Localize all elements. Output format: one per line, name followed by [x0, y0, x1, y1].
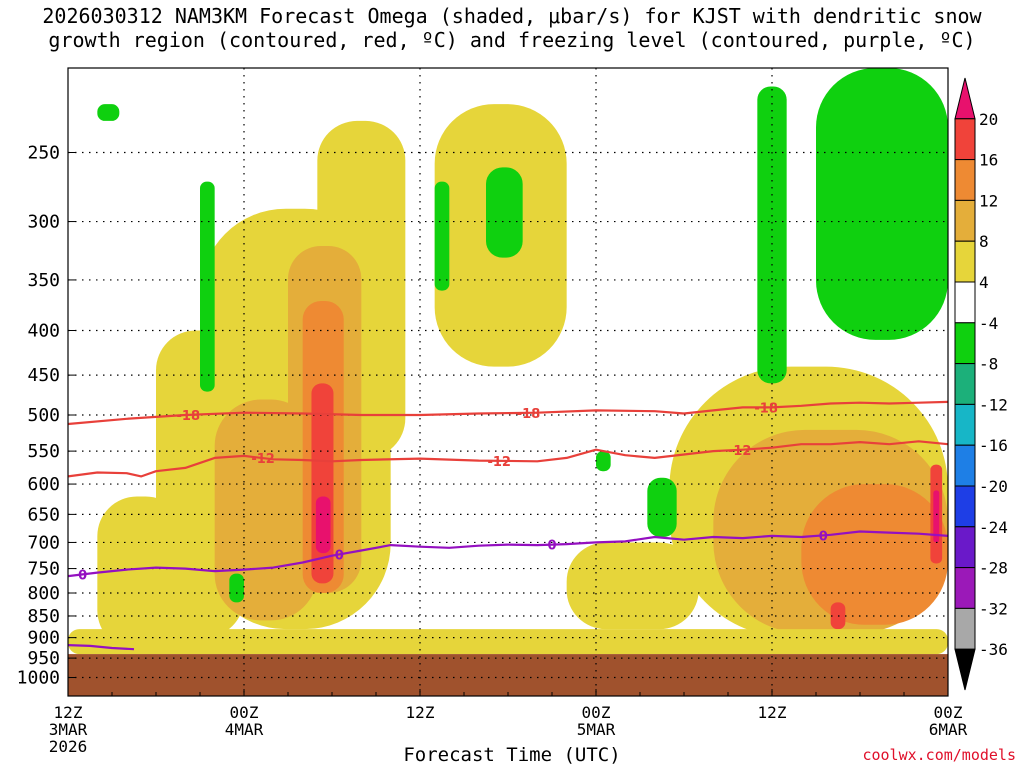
colorbar-label: -16	[979, 436, 1008, 455]
colorbar-segment	[954, 240, 976, 283]
chart-title-line-1: 2026030312 NAM3KM Forecast Omega (shaded…	[42, 4, 982, 28]
x-tick-label: 2026	[49, 737, 88, 756]
x-tick-label: 12Z	[54, 703, 83, 722]
omega-region-sinking	[596, 451, 611, 472]
colorbar-label: -20	[979, 477, 1008, 496]
x-tick-label: 12Z	[758, 703, 787, 722]
x-tick-label: 3MAR	[49, 720, 88, 739]
contour-label: -18	[517, 407, 541, 422]
y-tick-label: 250	[27, 143, 60, 164]
y-tick-label: 600	[27, 474, 60, 495]
colorbar-arrow-top	[954, 77, 976, 120]
contour-label: -18	[177, 409, 201, 424]
colorbar-segment	[954, 363, 976, 405]
colorbar-label: 4	[979, 273, 989, 292]
colorbar-segment	[954, 118, 976, 161]
y-tick-label: 1000	[17, 668, 60, 689]
chart-title: 2026030312 NAM3KM Forecast Omega (shaded…	[0, 4, 1024, 52]
y-tick-label: 450	[27, 365, 60, 386]
colorbar-arrow-bottom	[954, 648, 976, 691]
contour-label: 0	[78, 568, 87, 583]
y-axis-pressure: 2503003504004505005506006507007508008509…	[17, 143, 75, 689]
x-tick-label: 12Z	[406, 703, 435, 722]
contour-line	[68, 440, 948, 478]
y-tick-label: 300	[27, 212, 60, 233]
colorbar-segment	[954, 159, 976, 201]
colorbar-segment	[954, 322, 976, 365]
colorbar-label: -24	[979, 518, 1008, 537]
contour-label: -12	[728, 444, 752, 459]
colorbar-segment	[954, 607, 976, 650]
y-tick-label: 950	[27, 648, 60, 669]
x-tick-label: 00Z	[934, 703, 963, 722]
omega-region-sinking	[486, 167, 523, 258]
credit-text: coolwx.com/models	[862, 746, 1016, 764]
colorbar-label: 8	[979, 232, 989, 251]
colorbar-label: 12	[979, 191, 998, 210]
omega-region-sinking	[229, 573, 244, 603]
temperature-contours: -18 -18 -18 -12 -12 -12 0 0 0 0	[68, 400, 948, 651]
x-tick-label: 00Z	[230, 703, 259, 722]
y-tick-label: 550	[27, 441, 60, 462]
y-tick-label: 400	[27, 321, 60, 342]
colorbar-label: -12	[979, 395, 1008, 414]
x-tick-label: 6MAR	[929, 720, 968, 739]
colorbar-segment	[954, 444, 976, 487]
contour-line	[68, 530, 948, 578]
y-tick-label: 700	[27, 532, 60, 553]
y-tick-label: 800	[27, 583, 60, 604]
y-tick-label: 650	[27, 504, 60, 525]
ground-below-surface	[68, 654, 948, 696]
colorbar-label: -36	[979, 640, 1008, 659]
colorbar-label: -32	[979, 599, 1008, 618]
colorbar-label: -8	[979, 355, 998, 374]
omega-region-rising	[315, 496, 331, 554]
colorbar-segment	[954, 485, 976, 528]
contour-line	[68, 400, 948, 426]
colorbar-label: -28	[979, 559, 1008, 578]
contour-label: 0	[547, 539, 556, 554]
omega-region-rising	[566, 542, 699, 630]
contour-label: -12	[251, 452, 275, 467]
omega-region-sinking	[434, 181, 450, 291]
y-tick-label: 500	[27, 405, 60, 426]
omega-region-sinking	[200, 181, 215, 392]
contour-label: 0	[819, 529, 828, 544]
x-axis-title: Forecast Time (UTC)	[403, 744, 621, 766]
y-tick-label: 900	[27, 628, 60, 649]
x-tick-label: 5MAR	[577, 720, 616, 739]
omega-region-rising	[801, 484, 948, 625]
y-tick-label: 850	[27, 606, 60, 627]
colorbar-segment	[954, 281, 976, 324]
colorbar-label: -4	[979, 314, 998, 333]
omega-region-sinking	[97, 104, 120, 121]
y-tick-label: 350	[27, 270, 60, 291]
x-tick-label: 4MAR	[225, 720, 264, 739]
colorbar-label: 20	[979, 110, 998, 129]
x-tick-label: 00Z	[582, 703, 611, 722]
colorbar-segment	[954, 199, 976, 242]
y-tick-label: 750	[27, 559, 60, 580]
omega-shading	[68, 68, 948, 655]
omega-region-rising	[68, 629, 948, 655]
contour-label: 0	[335, 548, 344, 563]
chart-title-line-2: growth region (contoured, red, ºC) and f…	[48, 28, 976, 52]
colorbar-segment	[954, 403, 976, 446]
colorbar: 20 16 12 8 4 -4 -8 -12 -16 -20 -24 -28 -32 -36	[954, 77, 1008, 691]
omega-region-rising	[933, 490, 940, 543]
contour-line	[68, 644, 135, 651]
omega-region-sinking	[816, 68, 948, 340]
colorbar-segment	[954, 567, 976, 609]
colorbar-label: 16	[979, 151, 998, 170]
omega-region-sinking	[647, 477, 677, 537]
omega-region-sinking	[757, 86, 787, 384]
colorbar-segment	[954, 526, 976, 569]
contour-label: -12	[487, 455, 511, 470]
contour-label: -18	[754, 401, 778, 416]
